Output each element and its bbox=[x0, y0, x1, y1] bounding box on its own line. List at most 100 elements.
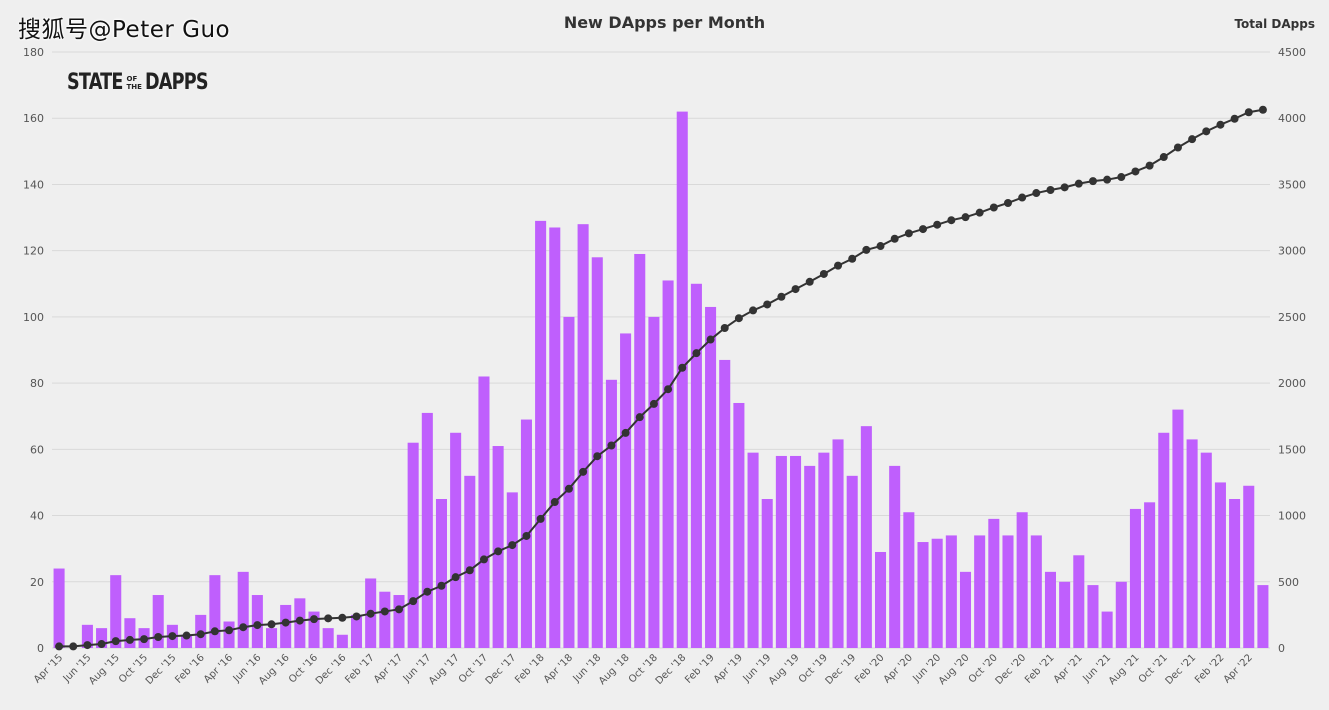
bar bbox=[1129, 508, 1141, 648]
line-point bbox=[1131, 167, 1140, 176]
x-tick-label: Feb '18 bbox=[513, 652, 546, 685]
line-point bbox=[777, 292, 786, 301]
x-tick-label: Feb '21 bbox=[1023, 652, 1056, 685]
bar bbox=[223, 621, 235, 648]
bar bbox=[336, 634, 348, 648]
line-point bbox=[295, 616, 304, 625]
y-tick-label-right: 2000 bbox=[1278, 377, 1306, 390]
line-point bbox=[536, 514, 545, 523]
line-point bbox=[1003, 198, 1012, 207]
x-tick-label: Dec '17 bbox=[484, 652, 519, 687]
bar bbox=[1044, 571, 1057, 648]
bar bbox=[1073, 555, 1085, 648]
x-tick-label: Aug '20 bbox=[937, 652, 972, 687]
line-point bbox=[494, 547, 503, 556]
x-tick-label: Dec '21 bbox=[1164, 652, 1199, 687]
line-point bbox=[310, 615, 319, 624]
bar bbox=[874, 551, 887, 648]
bar bbox=[818, 452, 830, 648]
bar bbox=[549, 227, 561, 648]
x-tick-label: Dec '20 bbox=[994, 652, 1029, 687]
bar bbox=[209, 575, 221, 648]
line-point bbox=[409, 597, 418, 606]
bar bbox=[464, 475, 476, 648]
bar bbox=[1214, 482, 1226, 648]
line-point bbox=[182, 631, 191, 640]
bar bbox=[1115, 581, 1127, 648]
bar bbox=[478, 376, 490, 648]
bar bbox=[53, 568, 65, 648]
bar bbox=[450, 432, 462, 648]
line-point bbox=[1074, 179, 1083, 188]
x-tick-label: Apr '20 bbox=[882, 652, 915, 685]
bar bbox=[407, 442, 419, 648]
y-tick-label-left: 60 bbox=[30, 443, 44, 456]
line-point bbox=[834, 261, 843, 270]
line-point bbox=[1188, 135, 1197, 144]
bar bbox=[506, 492, 518, 648]
line-point bbox=[989, 203, 998, 212]
bar bbox=[733, 402, 745, 648]
line-point bbox=[210, 627, 219, 636]
line-point bbox=[734, 314, 743, 323]
right-axis-title: Total DApps bbox=[1234, 17, 1315, 31]
logo-small: OF THE bbox=[127, 75, 142, 91]
y-axis-right: 0 500 1000 1500 2000 2500 3000 3500 4000 4500 bbox=[1278, 46, 1306, 655]
line-point bbox=[140, 635, 149, 644]
y-tick-label-right: 0 bbox=[1278, 642, 1285, 655]
bar bbox=[435, 499, 448, 648]
bar bbox=[308, 611, 320, 648]
line-point bbox=[508, 541, 517, 550]
chart-title: New DApps per Month bbox=[563, 13, 766, 32]
line-point bbox=[366, 609, 375, 618]
bar bbox=[1016, 512, 1028, 648]
line-point bbox=[465, 566, 474, 575]
line-point bbox=[763, 300, 772, 309]
x-tick-label: Feb '22 bbox=[1193, 652, 1226, 685]
bar bbox=[1144, 502, 1156, 648]
line-point bbox=[621, 428, 630, 437]
y-tick-label-left: 120 bbox=[23, 245, 44, 258]
y-tick-label-left: 140 bbox=[23, 178, 44, 191]
line-point bbox=[862, 245, 871, 254]
line-point bbox=[522, 531, 531, 540]
bar bbox=[648, 316, 660, 648]
x-tick-label: Apr '16 bbox=[202, 652, 235, 685]
y-tick-label-right: 3500 bbox=[1278, 178, 1306, 191]
bar bbox=[620, 333, 632, 648]
line-point bbox=[111, 637, 120, 646]
bar bbox=[1101, 611, 1113, 648]
x-tick-label: Feb '16 bbox=[173, 652, 206, 685]
bar bbox=[96, 628, 108, 648]
logo-part1: STATE bbox=[67, 70, 123, 95]
line-point bbox=[904, 229, 913, 238]
bar bbox=[846, 475, 858, 648]
x-tick-label: Aug '15 bbox=[87, 652, 122, 687]
logo-of: OF bbox=[126, 74, 138, 83]
line-point bbox=[1088, 177, 1097, 186]
line-point bbox=[1018, 193, 1027, 202]
bar bbox=[1087, 585, 1099, 648]
bar bbox=[393, 595, 405, 648]
line-point bbox=[975, 208, 984, 217]
y-tick-label-right: 4000 bbox=[1278, 112, 1306, 125]
line-point bbox=[239, 623, 248, 632]
bar bbox=[1059, 581, 1071, 648]
logo-part2: DAPPS bbox=[144, 70, 209, 95]
line-series bbox=[55, 105, 1267, 651]
line-point bbox=[1244, 108, 1253, 117]
y-tick-label-left: 160 bbox=[23, 112, 44, 125]
line-point bbox=[69, 642, 78, 651]
bar bbox=[917, 542, 929, 648]
bar bbox=[634, 253, 646, 648]
line-point bbox=[437, 581, 446, 590]
bar bbox=[1229, 499, 1241, 648]
gridlines bbox=[52, 51, 1270, 649]
bar bbox=[775, 455, 787, 648]
x-tick-label: Aug '17 bbox=[427, 652, 462, 687]
y-tick-label-right: 4500 bbox=[1278, 46, 1306, 59]
y-axis-left: 0 20 40 60 80 100 120 140 160 180 bbox=[23, 46, 44, 655]
bar-series bbox=[53, 111, 1269, 649]
state-of-the-dapps-logo: STATE OF THE DAPPS bbox=[67, 70, 223, 95]
